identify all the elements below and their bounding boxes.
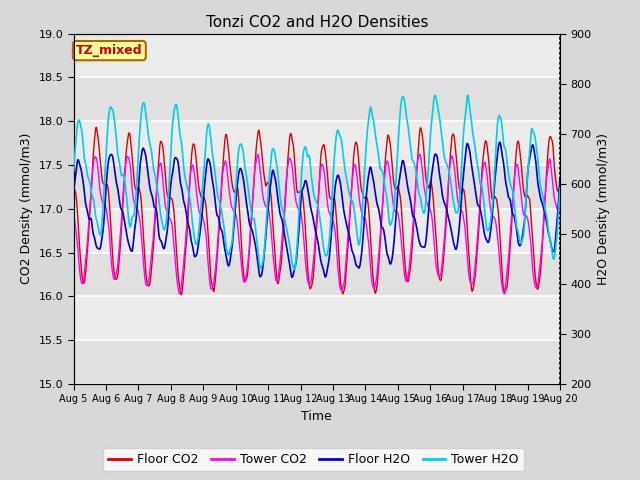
Legend: Floor CO2, Tower CO2, Floor H2O, Tower H2O: Floor CO2, Tower CO2, Floor H2O, Tower H…: [103, 448, 524, 471]
Bar: [74, 297, 560, 340]
Bar: [74, 77, 560, 121]
Bar: [74, 340, 560, 384]
Y-axis label: H2O Density (mmol/m3): H2O Density (mmol/m3): [597, 133, 610, 285]
Text: TZ_mixed: TZ_mixed: [76, 44, 143, 57]
Bar: [74, 121, 560, 165]
Title: Tonzi CO2 and H2O Densities: Tonzi CO2 and H2O Densities: [205, 15, 428, 30]
Y-axis label: CO2 Density (mmol/m3): CO2 Density (mmol/m3): [20, 133, 33, 285]
X-axis label: Time: Time: [301, 410, 332, 423]
Bar: [74, 252, 560, 297]
Bar: [74, 34, 560, 77]
Bar: [74, 165, 560, 209]
Bar: [74, 209, 560, 252]
